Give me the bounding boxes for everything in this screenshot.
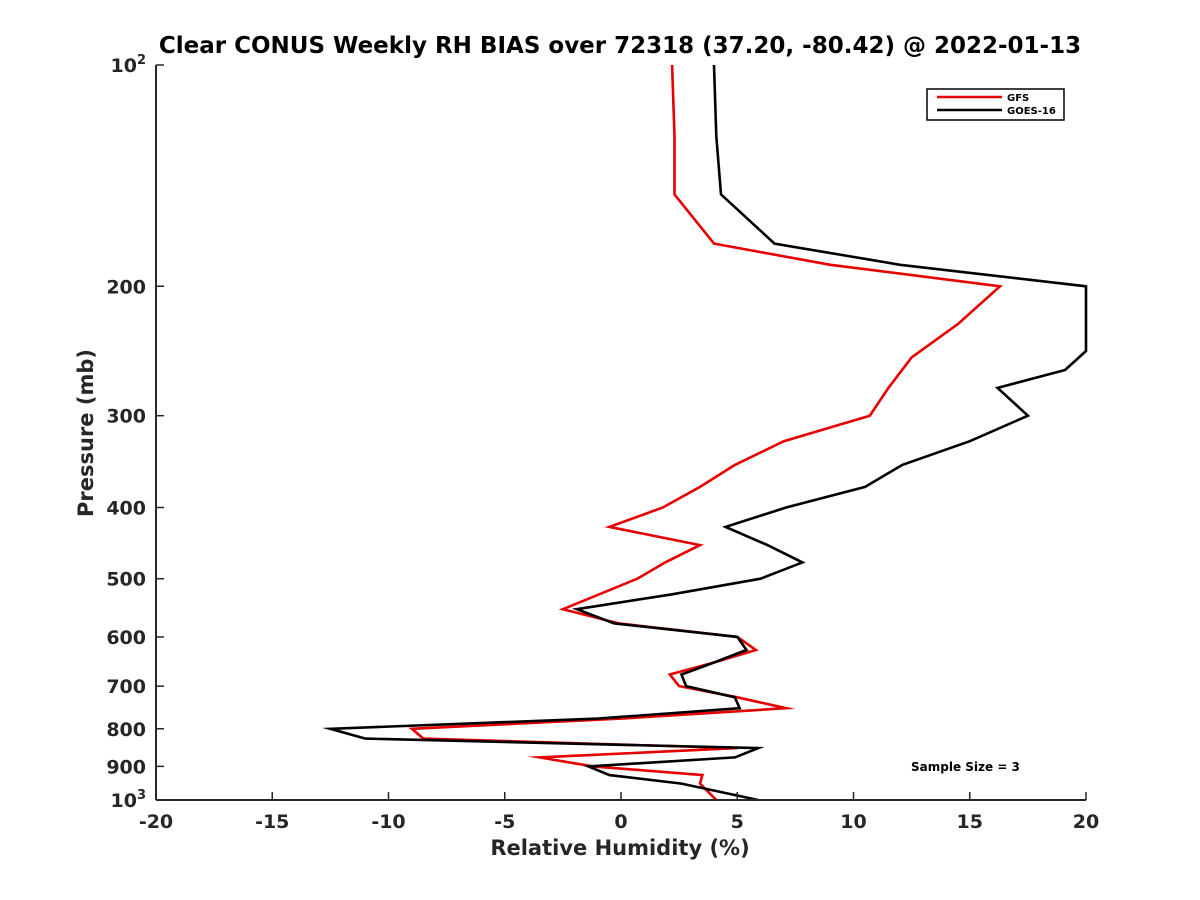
y-tick-label: 500: [106, 569, 146, 591]
y-tick-label: 102: [111, 53, 147, 77]
y-axis-label: Pressure (mb): [74, 349, 98, 517]
x-tick-label: -10: [371, 811, 405, 833]
x-tick-label: 15: [957, 811, 983, 833]
y-tick-label: 300: [106, 406, 146, 428]
x-ticks: -20 -15 -10 -5 0 5 10 15 20: [139, 792, 1099, 833]
x-tick-label: -5: [494, 811, 515, 833]
series-line-goes16: [322, 64, 1088, 802]
y-tick-label: 800: [106, 719, 146, 741]
sample-size-annotation: Sample Size = 3: [911, 760, 1020, 774]
y-tick-label: 400: [106, 498, 146, 520]
x-tick-label: 10: [840, 811, 866, 833]
y-tick-label: 200: [106, 276, 146, 298]
chart-title: Clear CONUS Weekly RH BIAS over 72318 (3…: [159, 33, 1081, 59]
legend-box: [926, 88, 1065, 121]
x-tick-label: 5: [731, 811, 744, 833]
legend-label-goes16: GOES-16: [1007, 106, 1056, 117]
legend-label-gfs: GFS: [1007, 93, 1029, 104]
x-axis-label: Relative Humidity (%): [490, 836, 749, 860]
y-ticks: 102 200 300 400 500 600 700 800 900 103: [106, 53, 164, 812]
x-tick-label: 0: [614, 811, 627, 833]
series-layer: [322, 64, 1088, 802]
x-tick-label: 20: [1073, 811, 1099, 833]
x-tick-label: -20: [139, 811, 173, 833]
legend: GFS GOES-16: [926, 88, 1065, 121]
y-tick-label: 700: [106, 676, 146, 698]
y-tick-label: 103: [111, 788, 147, 812]
y-tick-label: 600: [106, 627, 146, 649]
x-tick-label: -15: [255, 811, 289, 833]
y-tick-label: 900: [106, 756, 146, 778]
plot-area: -20 -15 -10 -5 0 5 10 15 20 102 200 300 400 500 600 70…: [106, 53, 1099, 833]
